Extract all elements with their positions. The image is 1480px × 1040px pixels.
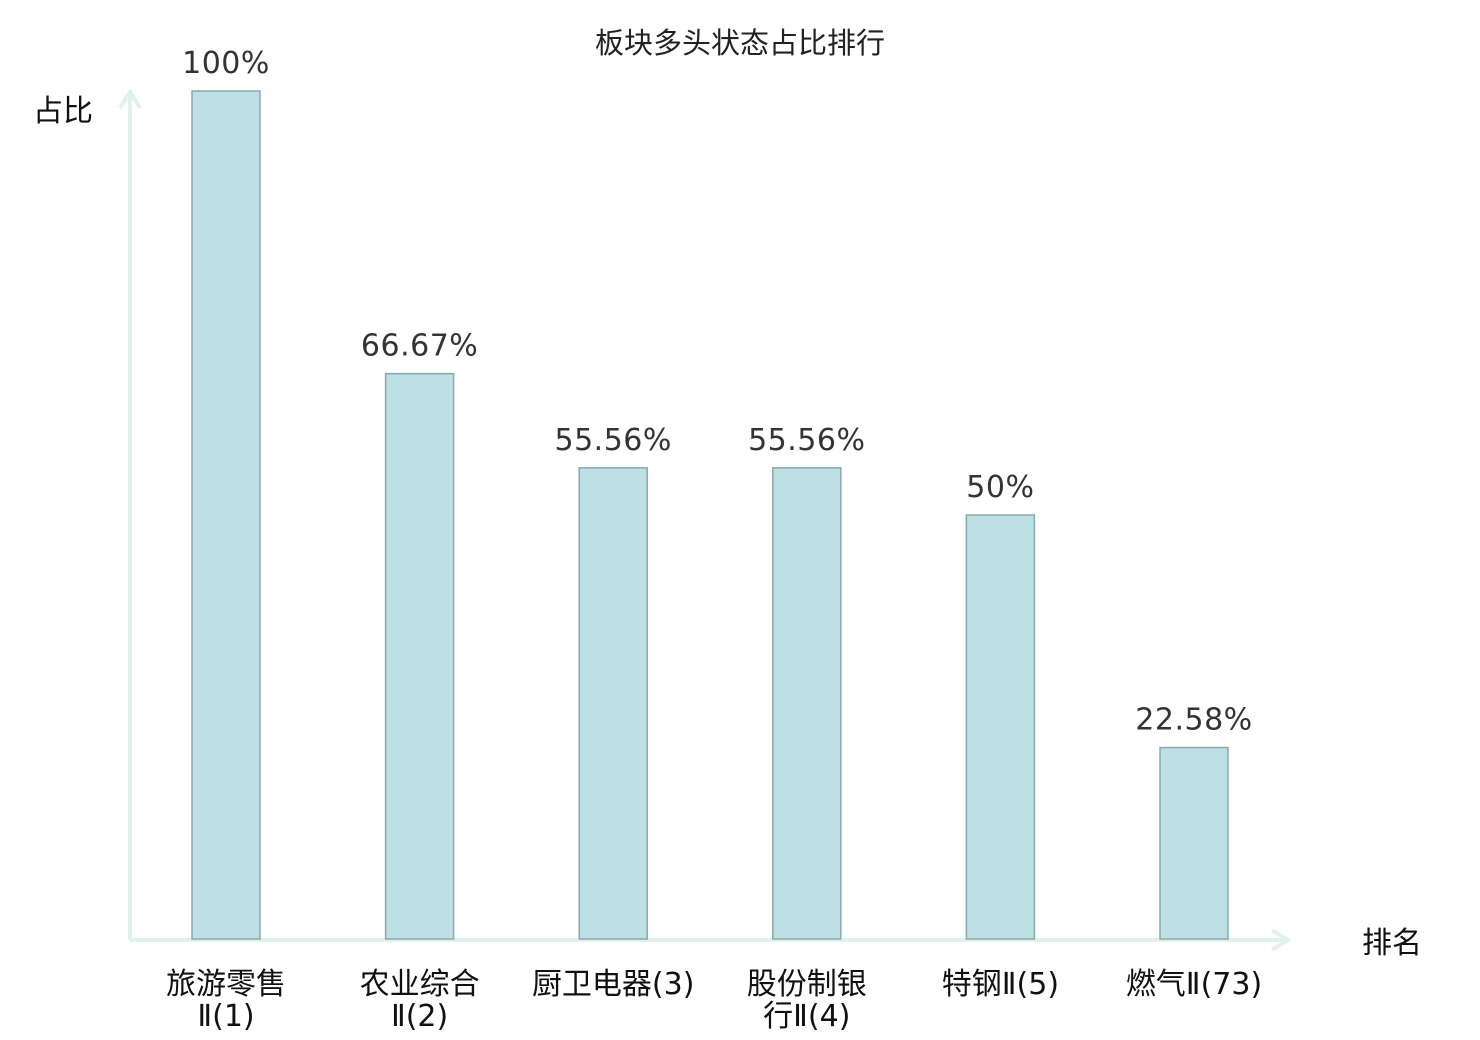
category-name: 旅游零售 xyxy=(166,967,286,1002)
category-name: 特钢Ⅱ(5) xyxy=(942,967,1059,1002)
bar-value-label: 100% xyxy=(182,46,270,81)
category-label: 特钢Ⅱ(5) xyxy=(942,967,1059,1002)
category-label: 燃气Ⅱ(73) xyxy=(1126,967,1262,1002)
category-rank: Ⅱ(1) xyxy=(197,999,254,1034)
bar xyxy=(1159,746,1229,940)
data-labels: 100% 66.67% 55.56% 55.56% 50% 22.58% xyxy=(182,46,1252,738)
category-label: 厨卫电器(3) xyxy=(532,967,695,1002)
x-axis xyxy=(130,928,1292,952)
y-axis-arrow-icon xyxy=(118,88,142,110)
category-rank: Ⅱ(2) xyxy=(391,999,448,1034)
bar-value-label: 22.58% xyxy=(1135,703,1252,738)
category-rank: 行Ⅱ(4) xyxy=(763,999,850,1034)
bar xyxy=(191,90,261,940)
bar-value-label: 55.56% xyxy=(748,423,865,458)
category-name: 农业综合 xyxy=(360,967,480,1002)
x-axis-label: 排名 xyxy=(1362,926,1422,961)
y-axis-label: 占比 xyxy=(33,94,93,129)
category-name: 燃气Ⅱ(73) xyxy=(1126,967,1262,1002)
category-name: 股份制银 xyxy=(747,967,867,1002)
category-name: 厨卫电器(3) xyxy=(532,967,695,1002)
bar xyxy=(965,514,1036,940)
bar-value-label: 50% xyxy=(966,470,1034,505)
bar-series xyxy=(191,90,1229,940)
bar xyxy=(578,467,648,940)
bar-value-label: 66.67% xyxy=(361,329,478,364)
bar-value-label: 55.56% xyxy=(555,423,672,458)
y-axis xyxy=(118,88,142,940)
x-axis-arrow-icon xyxy=(1270,928,1292,952)
bar xyxy=(384,372,455,940)
bar xyxy=(772,467,842,940)
chart-title: 板块多头状态占比排行 xyxy=(595,26,885,60)
